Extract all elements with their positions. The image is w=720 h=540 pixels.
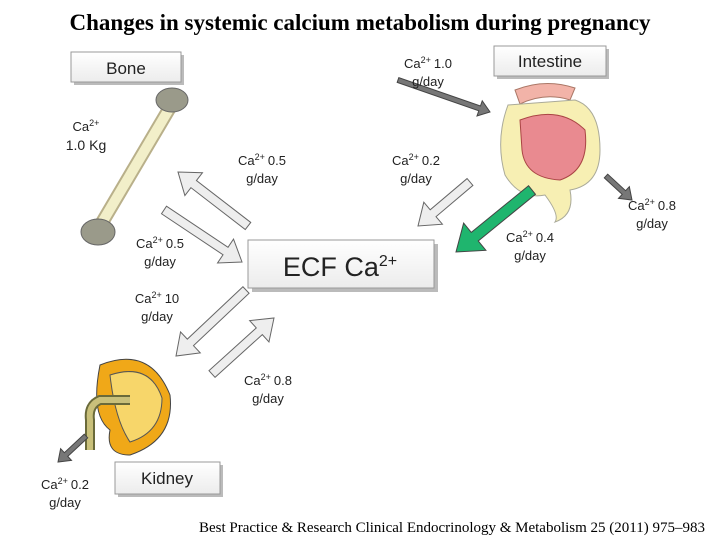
box-label: Intestine	[518, 52, 582, 71]
box-sup: 2+	[379, 253, 397, 270]
charge: 2+	[409, 152, 419, 162]
arrow	[417, 177, 474, 227]
flow-label: Ca2+ 0.5 g/day	[136, 235, 184, 269]
charge: 2+	[153, 235, 163, 245]
arrow	[57, 433, 89, 463]
unit: g/day	[514, 248, 546, 263]
flow-label: Ca2+ 1.0 g/day	[404, 55, 452, 89]
arrow	[396, 77, 491, 117]
unit: g/day	[141, 309, 173, 324]
flow-label: Ca2+ 0.4 g/day	[506, 229, 554, 263]
box-text: ECF Ca	[283, 252, 380, 282]
arrow	[455, 185, 537, 253]
flow-label: Ca2+ 0.8 g/day	[244, 372, 292, 406]
unit: g/day	[246, 171, 278, 186]
citation: Best Practice & Research Clinical Endocr…	[199, 520, 705, 536]
unit: g/day	[49, 495, 81, 510]
ion: Ca	[244, 373, 261, 388]
arrow	[603, 173, 633, 201]
arrow	[208, 317, 275, 379]
arrow	[177, 171, 252, 231]
flow-label: Ca2+ 0.5 g/day	[238, 152, 286, 186]
amount: 0.2	[422, 153, 440, 168]
ion: Ca	[628, 198, 645, 213]
unit: g/day	[412, 74, 444, 89]
unit: g/day	[400, 171, 432, 186]
amount: 1.0 Kg	[66, 137, 106, 153]
charge: 2+	[89, 118, 99, 128]
intestine-box: Intestine	[493, 45, 609, 79]
ion: Ca	[392, 153, 409, 168]
flow-label: Ca2+ 0.8 g/day	[628, 197, 676, 231]
kidney-box: Kidney	[114, 461, 223, 497]
kidney-drawing	[84, 358, 171, 456]
ion: Ca	[404, 56, 421, 71]
ion: Ca	[238, 153, 255, 168]
charge: 2+	[645, 197, 655, 207]
charge: 2+	[58, 476, 68, 486]
bone-drawing	[80, 87, 189, 246]
ion: Ca	[136, 236, 153, 251]
amount: 0.5	[268, 153, 286, 168]
unit: g/day	[252, 391, 284, 406]
unit: g/day	[144, 254, 176, 269]
box-label: Kidney	[141, 469, 193, 488]
title: Changes in systemic calcium metabolism d…	[70, 10, 651, 35]
charge: 2+	[421, 55, 431, 65]
amount: 1.0	[434, 56, 452, 71]
charge: 2+	[151, 290, 161, 300]
amount: 0.8	[274, 373, 292, 388]
charge: 2+	[523, 229, 533, 239]
ion: Ca	[73, 119, 90, 134]
amount: 0.2	[71, 477, 89, 492]
flow-label: Ca2+ 1.0 Kg	[66, 118, 106, 153]
flow-label: Ca2+ 10 g/day	[135, 290, 179, 324]
unit: g/day	[636, 216, 668, 231]
arrow	[175, 286, 250, 357]
amount: 0.8	[658, 198, 676, 213]
ion: Ca	[506, 230, 523, 245]
ecf-box: ECF Ca2+	[247, 239, 438, 292]
amount: 0.4	[536, 230, 554, 245]
bone-box: Bone	[70, 51, 184, 85]
ion: Ca	[41, 477, 58, 492]
amount: 0.5	[166, 236, 184, 251]
flow-label: Ca2+ 0.2 g/day	[41, 476, 89, 510]
box-label: Bone	[106, 59, 146, 78]
ion: Ca	[135, 291, 152, 306]
box-label: ECF Ca2+	[283, 252, 397, 282]
amount: 10	[165, 291, 179, 306]
flow-label: Ca2+ 0.2 g/day	[392, 152, 440, 186]
charge: 2+	[261, 372, 271, 382]
arrow	[160, 205, 243, 264]
charge: 2+	[255, 152, 265, 162]
